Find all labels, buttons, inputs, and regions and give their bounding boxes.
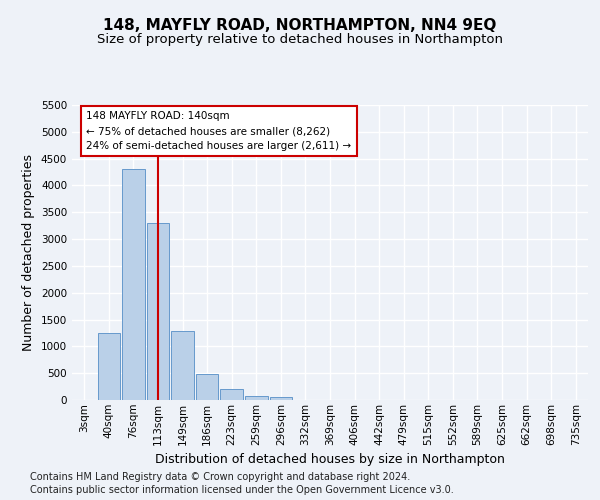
Text: Contains HM Land Registry data © Crown copyright and database right 2024.: Contains HM Land Registry data © Crown c… bbox=[30, 472, 410, 482]
Bar bbox=[98, 333, 120, 400]
Bar bbox=[146, 223, 169, 400]
X-axis label: Distribution of detached houses by size in Northampton: Distribution of detached houses by size … bbox=[155, 453, 505, 466]
Bar bbox=[220, 390, 243, 400]
Text: 148 MAYFLY ROAD: 140sqm
← 75% of detached houses are smaller (8,262)
24% of semi: 148 MAYFLY ROAD: 140sqm ← 75% of detache… bbox=[86, 112, 352, 151]
Y-axis label: Number of detached properties: Number of detached properties bbox=[22, 154, 35, 351]
Bar bbox=[196, 374, 218, 400]
Bar bbox=[122, 170, 145, 400]
Text: 148, MAYFLY ROAD, NORTHAMPTON, NN4 9EQ: 148, MAYFLY ROAD, NORTHAMPTON, NN4 9EQ bbox=[103, 18, 497, 32]
Bar bbox=[269, 397, 292, 400]
Bar bbox=[171, 332, 194, 400]
Text: Contains public sector information licensed under the Open Government Licence v3: Contains public sector information licen… bbox=[30, 485, 454, 495]
Text: Size of property relative to detached houses in Northampton: Size of property relative to detached ho… bbox=[97, 32, 503, 46]
Bar bbox=[245, 396, 268, 400]
